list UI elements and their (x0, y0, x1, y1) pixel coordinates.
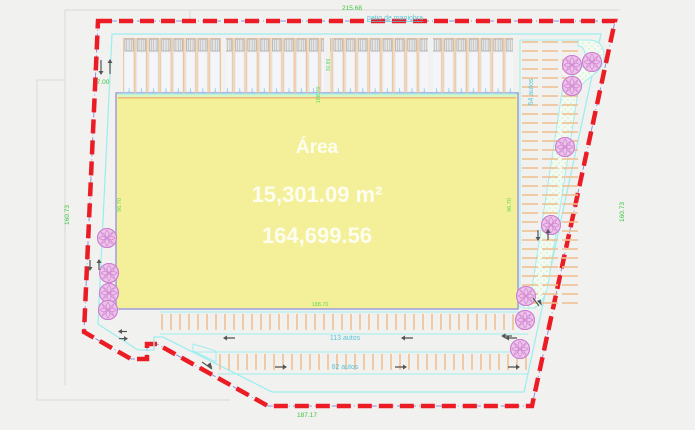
svg-text:188.70: 188.70 (312, 302, 329, 308)
svg-text:164,699.56: 164,699.56 (262, 223, 372, 248)
svg-text:96.70: 96.70 (507, 198, 513, 212)
svg-text:160.73: 160.73 (64, 205, 71, 225)
svg-text:188.70: 188.70 (316, 87, 322, 104)
svg-text:215.68: 215.68 (342, 5, 362, 12)
svg-text:113 autos: 113 autos (330, 335, 361, 342)
svg-text:82 autos: 82 autos (332, 364, 359, 371)
svg-text:96.70: 96.70 (117, 198, 123, 212)
svg-text:patio de maniobra: patio de maniobra (367, 15, 423, 22)
svg-text:187.17: 187.17 (297, 412, 317, 419)
svg-text:7.00: 7.00 (97, 79, 110, 86)
svg-text:15,301.09 m²: 15,301.09 m² (252, 182, 383, 207)
svg-text:Área: Área (296, 136, 339, 158)
svg-text:54 autos: 54 autos (528, 78, 535, 105)
svg-text:160.73: 160.73 (619, 202, 626, 222)
svg-text:30.89: 30.89 (326, 59, 332, 72)
